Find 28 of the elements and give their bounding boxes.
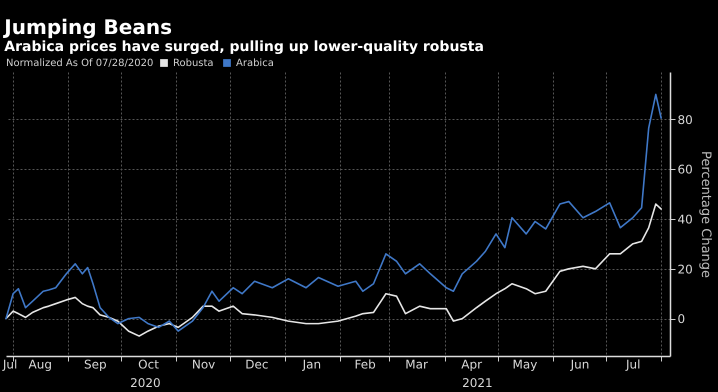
x-tick-label: Jan — [302, 358, 322, 372]
y-tick-label: 80 — [678, 112, 693, 127]
x-tick-label: Jul — [624, 358, 640, 372]
y-tick-label: 60 — [678, 162, 693, 177]
x-tick-label: Aug — [28, 358, 52, 372]
x-tick-label: Oct — [138, 358, 160, 372]
chart-subtitle: Arabica prices have surged, pulling up lower-quality robusta — [4, 39, 484, 55]
x-tick-label: Feb — [354, 358, 376, 372]
x-tick-label: Jun — [570, 358, 590, 372]
text: 2021 — [462, 376, 493, 390]
y-tick-label: 40 — [678, 212, 693, 226]
text: 2020 — [130, 376, 161, 390]
y-axis-title: Percentage Change — [698, 150, 713, 278]
x-tick-label: Mar — [405, 358, 428, 372]
legend-label: Robusta — [173, 58, 214, 69]
x-tick-label: Nov — [192, 358, 216, 372]
legend-title: Normalized As Of 07/28/2020 — [6, 58, 154, 69]
x-tick-label: Jul — [2, 358, 18, 372]
x-tick-label: Dec — [245, 358, 268, 372]
y-tick-label: 0 — [678, 312, 686, 326]
x-tick-label: May — [512, 358, 538, 372]
y-tick-label: 20 — [678, 262, 693, 276]
x-tick-label: Apr — [461, 358, 482, 372]
line-series — [5, 203, 662, 337]
legend-label: Arabica — [236, 58, 274, 69]
line-series — [5, 94, 662, 332]
x-tick-label: Sep — [84, 358, 107, 372]
chart-title: Jumping Beans — [2, 15, 172, 39]
